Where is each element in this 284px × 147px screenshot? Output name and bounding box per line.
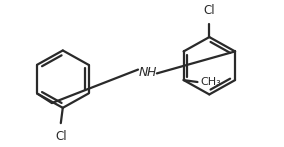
Text: Cl: Cl xyxy=(55,130,67,143)
Text: N: N xyxy=(139,66,149,79)
Text: CH₃: CH₃ xyxy=(201,77,221,87)
Text: H: H xyxy=(147,66,156,79)
Text: Cl: Cl xyxy=(204,4,215,17)
